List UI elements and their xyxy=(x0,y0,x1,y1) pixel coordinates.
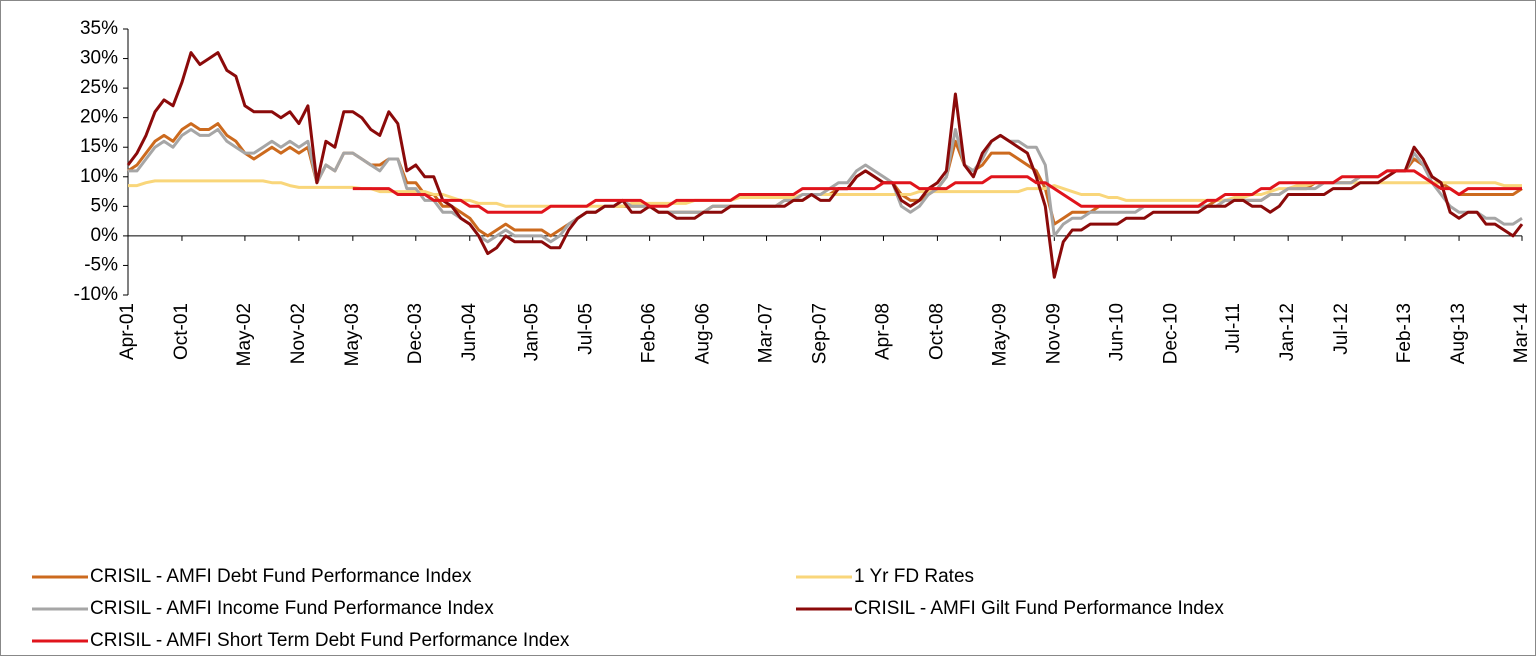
x-tick-label: Jan-12 xyxy=(1277,303,1298,361)
x-tick-label: May-09 xyxy=(989,303,1010,366)
series-line xyxy=(128,128,1523,244)
x-tick-label: Feb-13 xyxy=(1394,303,1415,363)
series-line xyxy=(352,169,1522,214)
x-tick-label: Mar-14 xyxy=(1511,303,1532,364)
legend-label: CRISIL - AMFI Debt Fund Performance Inde… xyxy=(90,566,472,587)
y-tick-label: 0% xyxy=(91,225,119,246)
x-tick-label: Apr-08 xyxy=(872,303,893,360)
y-tick-label: 20% xyxy=(80,107,118,128)
x-tick-label: Oct-08 xyxy=(926,303,947,360)
x-tick-label: Mar-07 xyxy=(756,303,777,363)
x-tick-label: Feb-06 xyxy=(639,303,660,363)
x-tick-label: Dec-10 xyxy=(1160,303,1181,364)
x-tick-label: Apr-01 xyxy=(117,303,138,360)
y-tick-label: 15% xyxy=(80,136,118,157)
y-tick-label: 25% xyxy=(80,77,118,98)
legend-label: CRISIL - AMFI Gilt Fund Performance Inde… xyxy=(854,598,1224,619)
y-tick-label: 10% xyxy=(80,166,118,187)
y-tick-label: 35% xyxy=(80,18,118,39)
x-tick-label: May-03 xyxy=(342,303,363,366)
x-tick-label: Jun-04 xyxy=(459,303,480,362)
x-tick-label: Dec-03 xyxy=(405,303,426,364)
y-tick-label: -10% xyxy=(74,284,118,305)
series-line xyxy=(126,51,1524,279)
legend-label: CRISIL - AMFI Short Term Debt Fund Perfo… xyxy=(90,630,570,651)
x-tick-label: Aug-06 xyxy=(693,303,714,364)
x-tick-label: Nov-09 xyxy=(1043,303,1064,364)
x-tick-label: Jul-12 xyxy=(1331,303,1352,355)
legend-label: CRISIL - AMFI Income Fund Performance In… xyxy=(90,598,494,619)
x-tick-label: Jul-05 xyxy=(576,303,597,355)
x-tick-label: Nov-02 xyxy=(288,303,309,364)
y-tick-label: -5% xyxy=(84,254,118,275)
x-tick-label: Jul-11 xyxy=(1223,303,1244,353)
x-tick-label: Jan-05 xyxy=(522,303,543,361)
x-tick-label: May-02 xyxy=(234,303,255,366)
x-tick-label: Aug-13 xyxy=(1448,303,1469,364)
x-tick-label: Oct-01 xyxy=(171,303,192,360)
x-tick-label: Jun-10 xyxy=(1106,303,1127,361)
legend-label: 1 Yr FD Rates xyxy=(854,566,974,587)
x-tick-label: Sep-07 xyxy=(810,303,831,364)
y-tick-label: 5% xyxy=(91,195,119,216)
y-tick-label: 30% xyxy=(80,48,118,69)
